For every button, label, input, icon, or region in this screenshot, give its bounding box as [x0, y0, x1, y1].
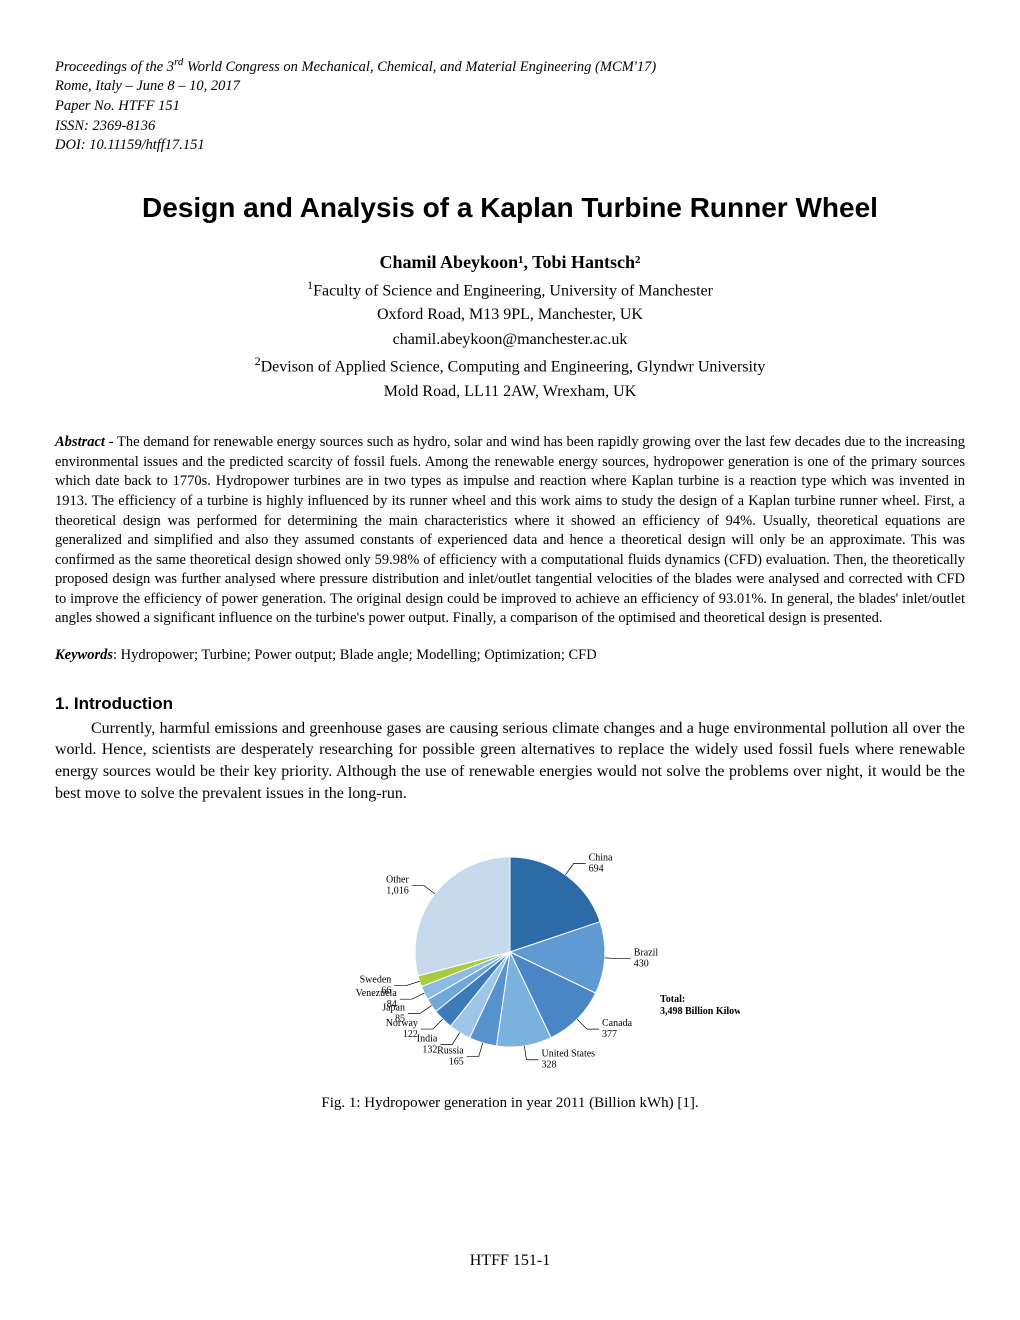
- proc-line1: Proceedings of the 3rd World Congress on…: [55, 55, 965, 77]
- svg-text:66: 66: [381, 986, 391, 997]
- svg-text:Other: Other: [386, 875, 409, 886]
- affil-1: 1Faculty of Science and Engineering, Uni…: [55, 277, 965, 303]
- keywords-label: Keywords: [55, 647, 113, 663]
- abstract-text: - The demand for renewable energy source…: [55, 434, 965, 626]
- proc-line2: Rome, Italy – June 8 – 10, 2017: [55, 77, 965, 97]
- svg-text:Total:: Total:: [660, 994, 685, 1005]
- proc-line1b: World Congress on Mechanical, Chemical, …: [183, 59, 656, 75]
- svg-text:Brazil: Brazil: [634, 948, 659, 959]
- affil-1-addr: Oxford Road, M13 9PL, Manchester, UK: [55, 304, 965, 326]
- proc-line5: DOI: 10.11159/htff17.151: [55, 136, 965, 156]
- affiliations: 1Faculty of Science and Engineering, Uni…: [55, 277, 965, 404]
- proc-line4: ISSN: 2369-8136: [55, 117, 965, 137]
- affil-1-email: chamil.abeykoon@manchester.ac.uk: [55, 329, 965, 351]
- authors: Chamil Abeykoon¹, Tobi Hantsch²: [55, 252, 965, 273]
- abstract: Abstract - The demand for renewable ener…: [55, 433, 965, 629]
- proceedings-header: Proceedings of the 3rd World Congress on…: [55, 55, 965, 156]
- affil-2-addr: Mold Road, LL11 2AW, Wrexham, UK: [55, 381, 965, 403]
- figure-caption: Fig. 1: Hydropower generation in year 20…: [55, 1095, 965, 1112]
- svg-text:3,498 Billion Kilowatt-hours: 3,498 Billion Kilowatt-hours: [660, 1006, 740, 1017]
- svg-text:85: 85: [395, 1014, 405, 1025]
- svg-text:122: 122: [403, 1029, 418, 1040]
- section-1-heading: 1. Introduction: [55, 694, 965, 714]
- keywords-text: : Hydropower; Turbine; Power output; Bla…: [113, 647, 597, 663]
- svg-text:Russia: Russia: [437, 1046, 464, 1057]
- svg-text:328: 328: [541, 1060, 556, 1071]
- keywords: Keywords: Hydropower; Turbine; Power out…: [55, 647, 965, 664]
- paper-title: Design and Analysis of a Kaplan Turbine …: [55, 192, 965, 224]
- intro-paragraph: Currently, harmful emissions and greenho…: [55, 718, 965, 804]
- svg-text:430: 430: [634, 959, 649, 970]
- page-footer: HTFF 151-1: [0, 1252, 1020, 1270]
- svg-text:694: 694: [589, 864, 604, 875]
- svg-text:84: 84: [387, 999, 397, 1010]
- pie-chart: China694Brazil430Canada377United States3…: [280, 822, 740, 1087]
- svg-text:Sweden: Sweden: [360, 975, 392, 986]
- affil-2: 2Devison of Applied Science, Computing a…: [55, 353, 965, 379]
- pie-svg: China694Brazil430Canada377United States3…: [280, 822, 740, 1082]
- svg-text:165: 165: [449, 1057, 464, 1068]
- svg-text:377: 377: [602, 1029, 617, 1040]
- proc-line1a: Proceedings of the 3: [55, 59, 174, 75]
- proc-line3: Paper No. HTFF 151: [55, 97, 965, 117]
- proc-line1-sup: rd: [174, 56, 183, 68]
- svg-text:India: India: [417, 1034, 438, 1045]
- svg-text:1,016: 1,016: [386, 886, 409, 897]
- svg-text:Canada: Canada: [602, 1018, 633, 1029]
- affil-2-text: Devison of Applied Science, Computing an…: [261, 358, 766, 375]
- svg-text:China: China: [589, 853, 613, 864]
- svg-text:132: 132: [422, 1045, 437, 1056]
- svg-text:United States: United States: [541, 1049, 595, 1060]
- abstract-label: Abstract: [55, 434, 105, 450]
- affil-1-text: Faculty of Science and Engineering, Univ…: [313, 282, 713, 299]
